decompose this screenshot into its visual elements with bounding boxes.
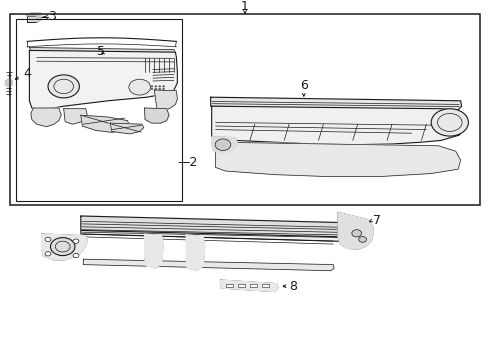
Text: 8: 8 — [289, 280, 297, 293]
Polygon shape — [212, 137, 238, 153]
Circle shape — [155, 88, 157, 90]
Circle shape — [151, 88, 153, 90]
Polygon shape — [29, 50, 177, 110]
Polygon shape — [212, 106, 462, 145]
Bar — [262, 284, 269, 287]
Polygon shape — [81, 115, 130, 132]
Text: 4: 4 — [23, 67, 31, 80]
Polygon shape — [81, 220, 367, 241]
Circle shape — [73, 253, 79, 258]
Polygon shape — [37, 13, 41, 22]
Circle shape — [359, 237, 367, 242]
Circle shape — [45, 252, 51, 256]
Polygon shape — [42, 234, 87, 260]
Text: 3: 3 — [49, 10, 56, 23]
Bar — [250, 284, 257, 287]
Polygon shape — [81, 216, 367, 237]
Polygon shape — [186, 235, 205, 271]
Polygon shape — [83, 259, 334, 271]
Polygon shape — [220, 280, 278, 292]
Text: 5: 5 — [98, 45, 105, 58]
Bar — [16, 19, 182, 201]
Polygon shape — [5, 79, 12, 86]
Circle shape — [215, 139, 231, 150]
Polygon shape — [154, 90, 177, 110]
Polygon shape — [110, 123, 144, 134]
Circle shape — [159, 88, 161, 90]
Bar — [10, 14, 480, 205]
Circle shape — [159, 86, 161, 87]
Polygon shape — [27, 13, 41, 16]
Text: 1: 1 — [241, 0, 249, 13]
Circle shape — [163, 88, 165, 90]
Text: 6: 6 — [300, 79, 308, 92]
Circle shape — [129, 79, 150, 95]
Polygon shape — [145, 108, 169, 123]
Circle shape — [431, 109, 468, 136]
Polygon shape — [216, 142, 461, 176]
Circle shape — [163, 86, 165, 87]
Circle shape — [48, 75, 79, 98]
Text: 7: 7 — [373, 214, 381, 227]
Polygon shape — [211, 97, 462, 110]
Circle shape — [155, 86, 157, 87]
Circle shape — [151, 86, 153, 87]
Polygon shape — [64, 109, 87, 124]
Bar — [238, 284, 245, 287]
Circle shape — [50, 238, 75, 256]
Circle shape — [352, 230, 362, 237]
Circle shape — [45, 237, 51, 242]
Polygon shape — [145, 234, 163, 268]
Polygon shape — [338, 212, 373, 249]
Polygon shape — [31, 108, 61, 127]
Polygon shape — [29, 48, 175, 52]
Circle shape — [73, 239, 79, 243]
Bar — [226, 284, 233, 287]
Text: —2: —2 — [177, 156, 198, 169]
Bar — [27, 16, 37, 22]
